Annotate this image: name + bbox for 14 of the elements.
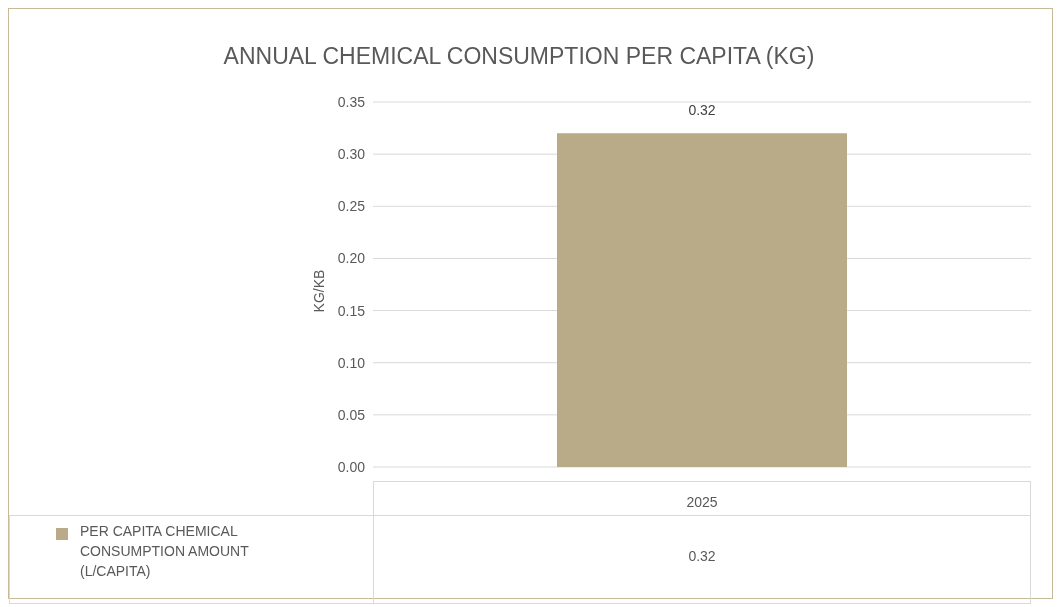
legend-label: PER CAPITA CHEMICAL CONSUMPTION AMOUNT (L/CAPITA) [80,522,250,581]
y-tick-label: 0.25 [337,198,366,215]
y-tick-label: 0.30 [337,146,366,163]
y-tick-label: 0.15 [337,302,366,319]
y-tick-label: 0.20 [337,250,366,267]
y-axis-title: KG/KB [311,269,327,313]
x-tick-label: 2025 [373,481,1031,516]
text: 0.32 [373,516,1031,604]
y-tick-label: 0.00 [337,458,366,475]
data-label: 0.32 [688,102,716,119]
y-tick-label: 0.35 [337,93,366,110]
y-tick-label: 0.10 [337,354,366,371]
chart-title: ANNUAL CHEMICAL CONSUMPTION PER CAPITA (KG) [222,43,816,70]
y-tick-label: 0.05 [337,406,366,423]
